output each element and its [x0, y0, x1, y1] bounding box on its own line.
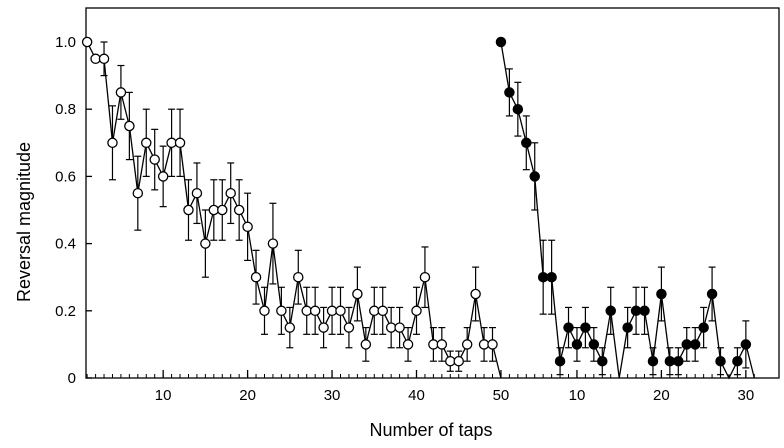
data-point-open: [191, 187, 203, 199]
series-2: [495, 36, 755, 380]
data-point-open: [157, 171, 169, 182]
data-point-open: [233, 204, 245, 216]
data-point-filled: [495, 36, 507, 48]
plot-frame: [85, 7, 780, 379]
data-point-open: [461, 339, 473, 350]
data-point-open: [81, 36, 93, 48]
x-tick-label: 10: [155, 387, 172, 404]
series-1: [81, 36, 502, 379]
data-point-open: [124, 120, 135, 132]
data-point-open: [183, 204, 194, 216]
data-point-open: [293, 271, 304, 283]
data-point-filled: [715, 355, 726, 367]
data-point-filled: [571, 339, 583, 350]
data-point-filled: [597, 355, 608, 367]
x-tick-label: 20: [239, 387, 256, 404]
data-point-open: [309, 305, 321, 317]
data-point-open: [267, 238, 279, 249]
data-point-open: [411, 305, 422, 317]
data-point-filled: [504, 87, 515, 98]
y-axis-title: Reversal magnitude: [14, 142, 34, 302]
data-point-open: [149, 154, 160, 165]
data-point-filled: [689, 339, 701, 350]
data-point-open: [276, 305, 287, 317]
x-tick-label: 30: [324, 387, 341, 404]
data-point-filled: [529, 171, 540, 182]
data-point-open: [132, 187, 144, 199]
x-tick-label: 40: [408, 387, 425, 404]
series-layer: [81, 36, 755, 380]
y-tick-label: 0: [68, 370, 76, 387]
data-point-open: [115, 87, 127, 98]
data-point-open: [394, 322, 405, 333]
y-tick-label: 0.6: [55, 168, 76, 185]
x-tick-label: 10: [569, 387, 586, 404]
data-point-filled: [512, 103, 524, 115]
data-point-filled: [563, 322, 574, 333]
x-tick-label: 20: [653, 387, 670, 404]
data-point-filled: [673, 355, 684, 367]
data-point-open: [141, 137, 152, 149]
data-point-filled: [546, 271, 557, 283]
data-point-open: [352, 288, 363, 300]
data-point-open: [343, 322, 355, 333]
axes: 0 0.2 0.4 0.6 0.8 1.0 10 20 30 40 50 10 20 30: [55, 7, 780, 404]
data-point-open: [402, 339, 414, 350]
data-point-open: [360, 339, 372, 350]
x-axis-title: Number of taps: [369, 420, 492, 440]
data-point-open: [453, 355, 464, 367]
data-point-open: [419, 271, 431, 283]
data-point-open: [487, 339, 498, 350]
data-point-filled: [698, 322, 709, 333]
data-point-filled: [647, 355, 659, 367]
data-point-filled: [554, 355, 566, 367]
data-point-open: [250, 271, 262, 283]
data-point-open: [217, 204, 228, 216]
data-point-open: [107, 137, 118, 149]
data-point-filled: [732, 355, 743, 367]
data-point-open: [174, 137, 186, 149]
data-point-filled: [605, 305, 616, 317]
data-point-filled: [622, 322, 633, 333]
data-point-open: [98, 53, 110, 65]
data-point-open: [436, 339, 448, 350]
y-tick-label: 0.8: [55, 101, 76, 118]
data-point-filled: [588, 339, 600, 350]
data-point-open: [284, 322, 296, 333]
x-tick-label: 50: [493, 387, 510, 404]
data-point-open: [335, 305, 346, 317]
y-tick-label: 0.2: [55, 303, 76, 320]
data-point-open: [225, 187, 236, 199]
data-point-filled: [521, 137, 532, 149]
x-tick-label: 30: [738, 387, 755, 404]
data-point-filled: [580, 322, 591, 333]
data-point-filled: [656, 288, 667, 300]
data-point-open: [242, 221, 253, 233]
data-point-open: [470, 288, 481, 300]
data-point-filled: [706, 288, 718, 300]
y-tick-label: 1.0: [55, 34, 76, 51]
data-point-open: [318, 322, 329, 333]
data-point-open: [377, 305, 388, 317]
data-point-open: [259, 305, 270, 317]
data-point-filled: [639, 305, 650, 317]
y-tick-label: 0.4: [55, 236, 76, 253]
data-point-filled: [740, 339, 752, 350]
data-point-open: [200, 238, 211, 249]
